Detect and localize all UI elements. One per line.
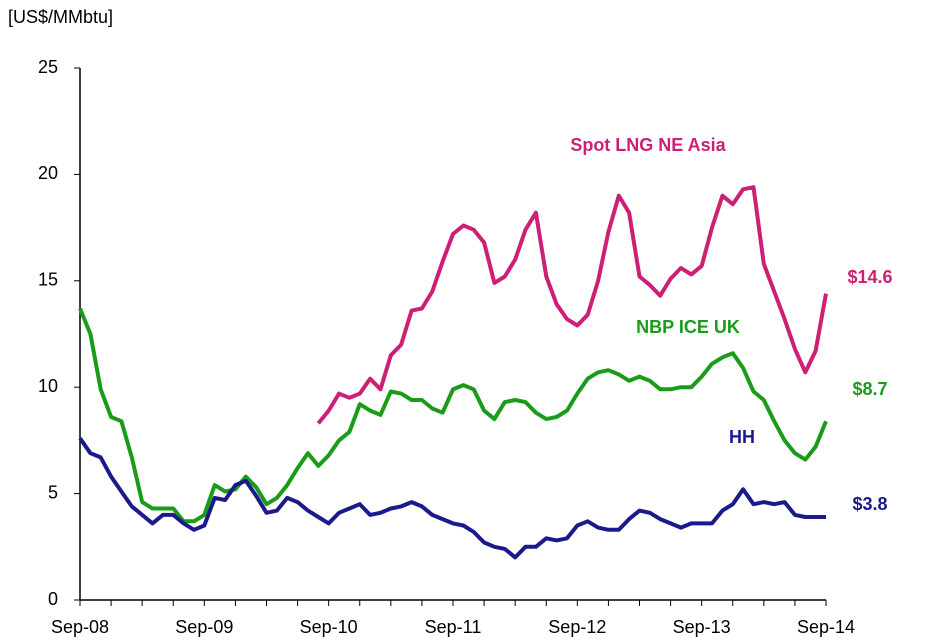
y-axis-label: [US$/MMbtu] [8,7,113,27]
y-tick-label: 20 [38,163,58,183]
x-tick-label: Sep-08 [51,617,109,637]
y-tick-label: 15 [38,270,58,290]
x-tick-label: Sep-12 [548,617,606,637]
x-tick-label: Sep-13 [673,617,731,637]
end-label: $8.7 [852,379,887,399]
y-tick-label: 5 [48,482,58,502]
series-line [316,185,828,425]
x-tick-label: Sep-10 [300,617,358,637]
end-label: $3.8 [852,494,887,514]
x-tick-label: Sep-11 [425,617,482,637]
y-tick-label: 25 [38,57,58,77]
x-tick-label: Sep-09 [175,617,233,637]
series-line [78,307,828,524]
series-line [78,437,826,560]
y-tick-label: 10 [38,376,58,396]
series-label: Spot LNG NE Asia [570,135,726,155]
x-tick-label: Sep-14 [797,617,855,637]
series-label: NBP ICE UK [636,317,740,337]
series-label: HH [729,427,755,447]
y-tick-label: 0 [48,589,58,609]
end-label: $14.6 [847,267,892,287]
